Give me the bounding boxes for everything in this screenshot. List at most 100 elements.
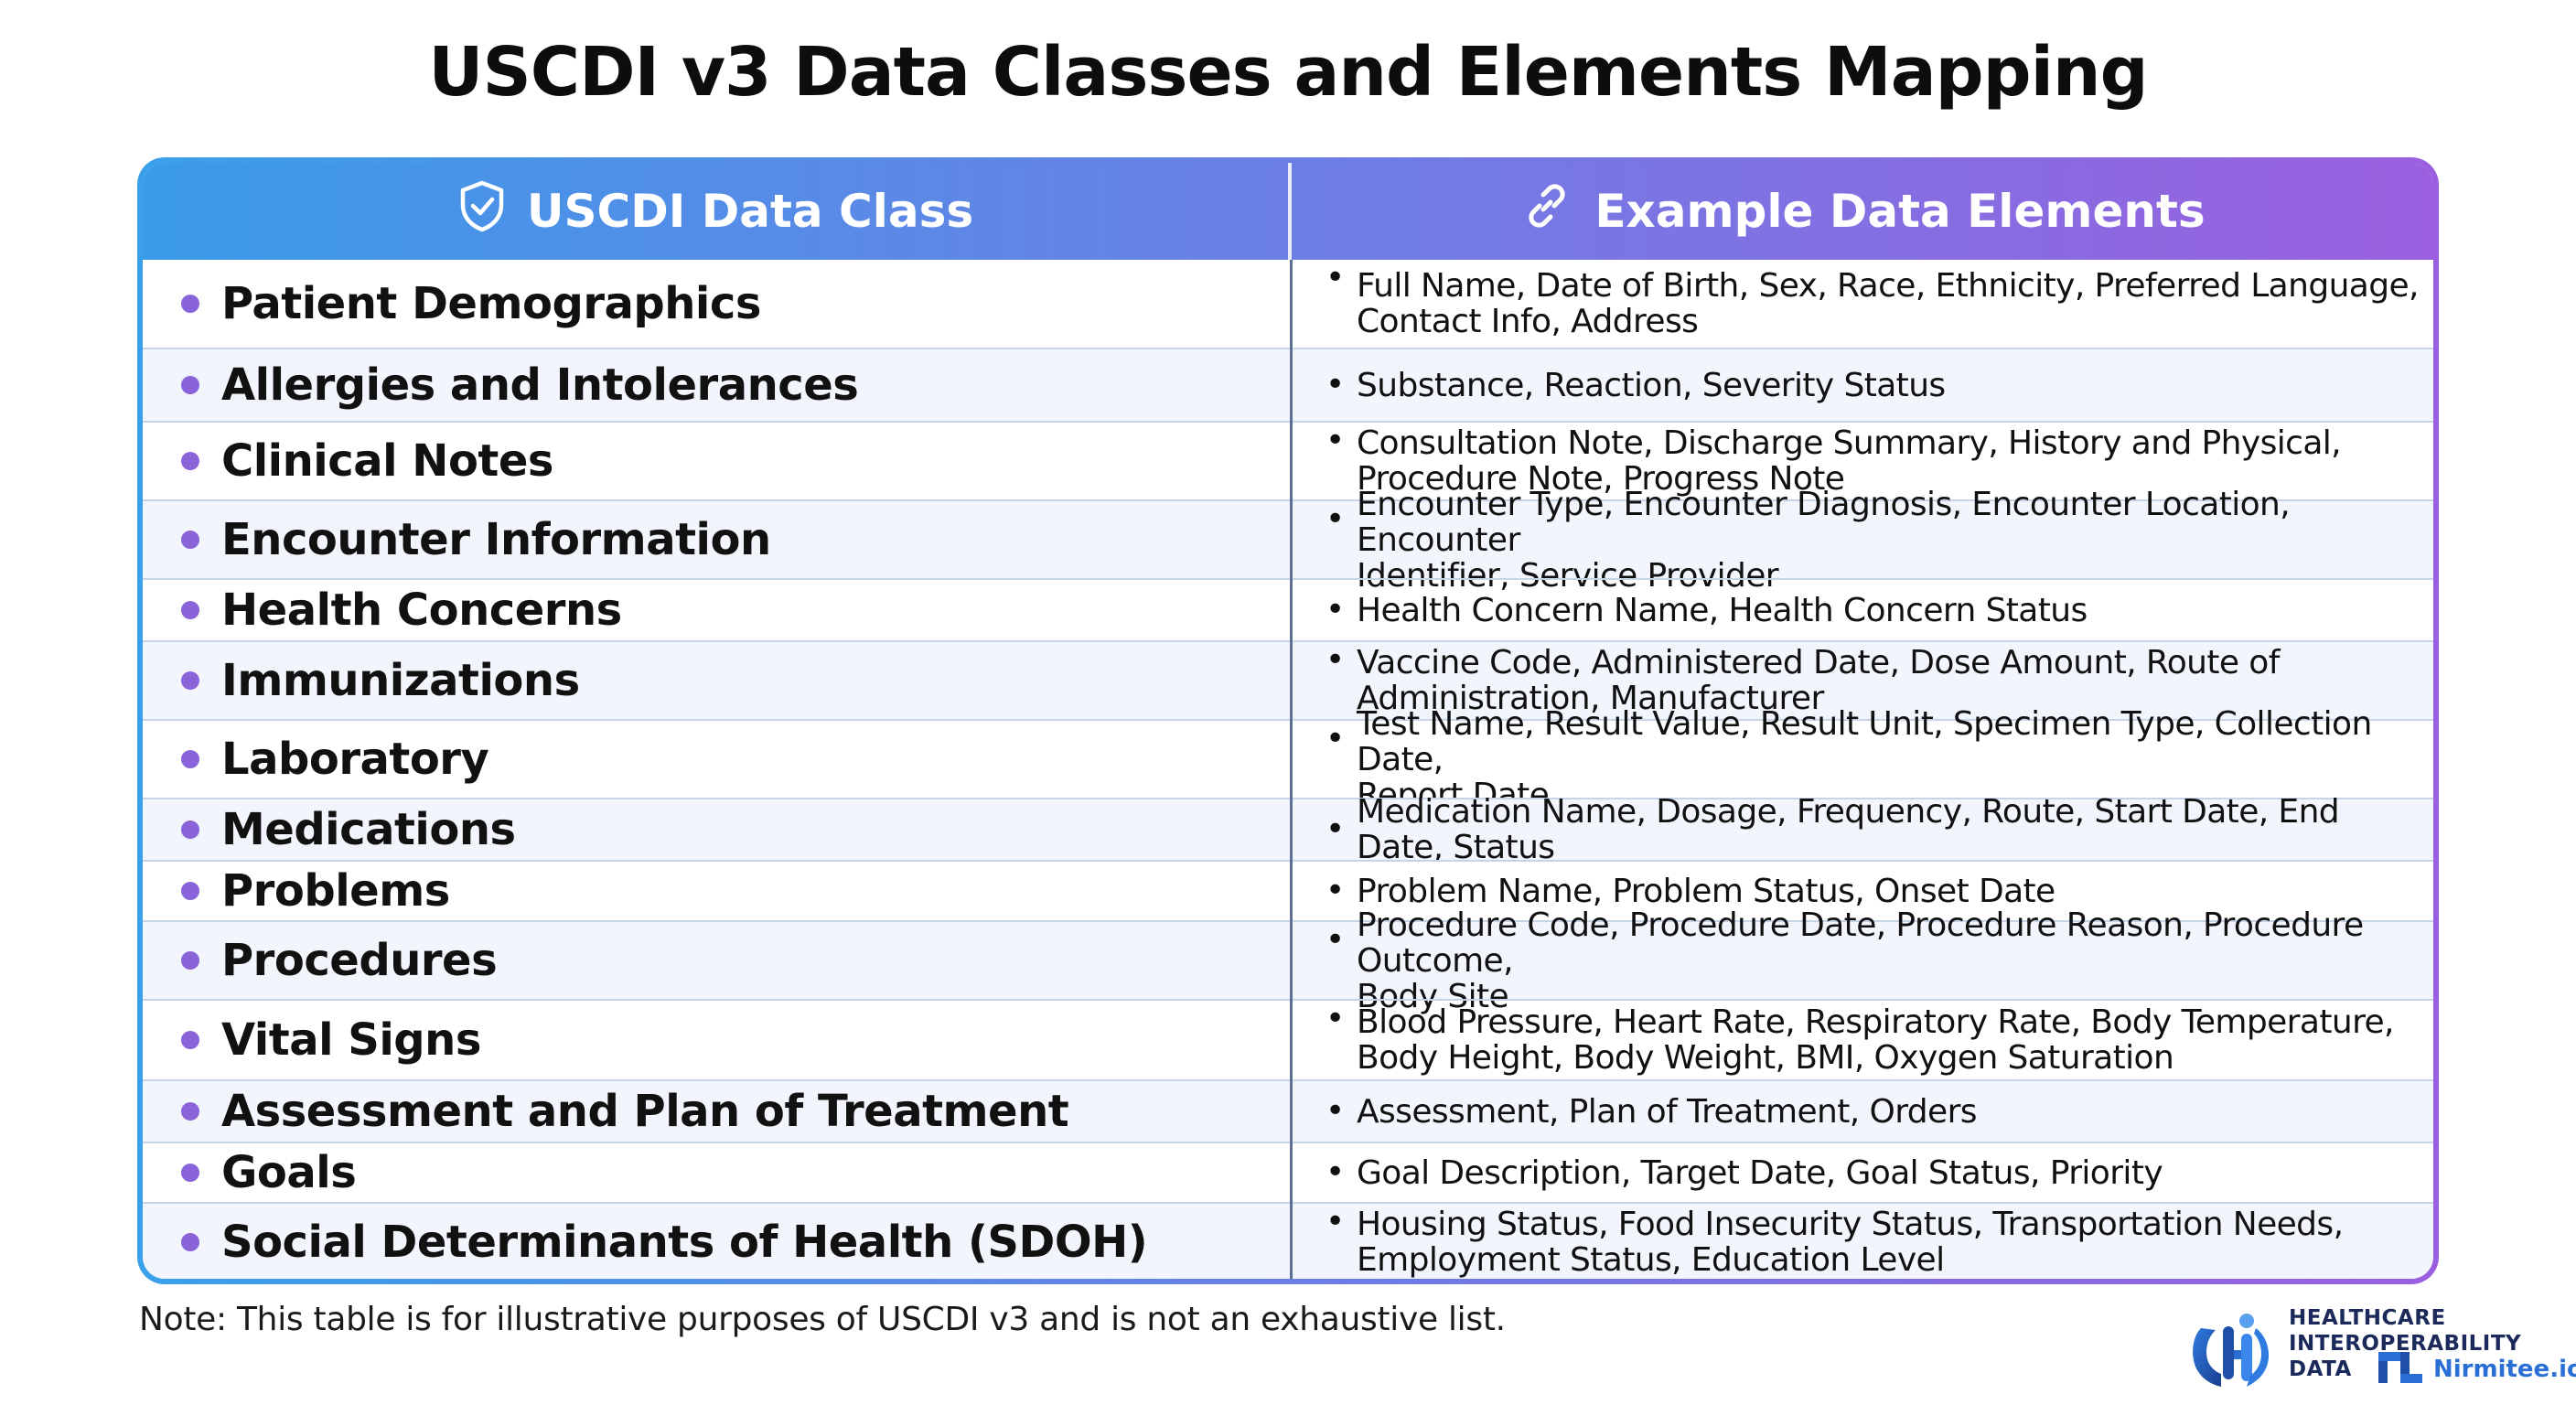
bullet-icon: [181, 376, 199, 394]
small-bullet-icon: •: [1326, 1092, 1346, 1130]
table-row: Social Determinants of Health (SDOH) • Hou…: [143, 1202, 2433, 1279]
data-class-cell: Medications: [143, 799, 1290, 860]
bullet-icon: [181, 601, 199, 619]
logo-line-3: DATA: [2289, 1357, 2352, 1381]
data-elements-line: Body Site: [1357, 977, 1509, 1015]
column-divider: [1290, 260, 1293, 1279]
data-elements-cell: • Health Concern Name, Health Concern Sta…: [1293, 580, 2433, 640]
bullet-icon: [181, 882, 199, 900]
page-title: USCDI v3 Data Classes and Elements Mappi…: [428, 33, 2148, 112]
link-icon: [1519, 178, 1594, 244]
bullet-icon: [181, 1164, 199, 1182]
table-row: Encounter Information • Encounter Type, En…: [143, 487, 2433, 594]
header-example-elements: Example Data Elements: [1292, 163, 2433, 260]
data-elements-text: Consultation Note, Discharge Summary, Hi…: [1357, 425, 2342, 498]
small-bullet-icon: •: [1326, 1000, 1346, 1037]
data-elements-line: Employment Status, Education Level: [1357, 1241, 1945, 1279]
data-elements-text: Full Name, Date of Birth, Sex, Race, Eth…: [1357, 267, 2420, 340]
table-row: Assessment and Plan of Treatment • Assessm…: [143, 1079, 2433, 1142]
table-row: Vital Signs • Blood Pressure, Heart Rate, …: [143, 999, 2433, 1079]
table-row: Medications • Medication Name, Dosage, Fre…: [143, 794, 2433, 865]
data-elements-cell: • Encounter Type, Encounter Diagnosis, En…: [1293, 487, 2433, 594]
data-elements-line: Problem Name, Problem Status, Onset Date: [1357, 872, 2055, 910]
data-elements-cell: • Full Name, Date of Birth, Sex, Race, Et…: [1293, 260, 2433, 348]
data-elements-text: Procedure Code, Procedure Date, Procedur…: [1357, 907, 2420, 1014]
bullet-icon: [181, 295, 199, 313]
bullet-icon: [181, 531, 199, 549]
small-bullet-icon: •: [1326, 720, 1346, 757]
logo-line-1: HEALTHCARE: [2289, 1306, 2446, 1330]
bullet-icon: [181, 750, 199, 768]
data-class-label: Procedures: [221, 935, 498, 986]
data-class-cell: Laboratory: [143, 721, 1290, 798]
data-elements-line: Procedure Code, Procedure Date, Procedur…: [1357, 906, 2364, 980]
bullet-icon: [181, 1233, 199, 1251]
data-class-cell: Clinical Notes: [143, 423, 1290, 499]
data-elements-cell: • Problem Name, Problem Status, Onset Dat…: [1293, 862, 2433, 920]
data-elements-cell: • Medication Name, Dosage, Frequency, Rou…: [1293, 794, 2433, 865]
data-elements-cell: • Consultation Note, Discharge Summary, H…: [1293, 423, 2433, 499]
small-bullet-icon: •: [1326, 422, 1346, 459]
table-row: Immunizations • Vaccine Code, Administered…: [143, 640, 2433, 719]
data-class-cell: Allergies and Intolerances: [143, 349, 1290, 421]
data-elements-cell: • Assessment, Plan of Treatment, Orders: [1293, 1081, 2433, 1142]
bullet-icon: [181, 1031, 199, 1049]
data-class-cell: Vital Signs: [143, 1001, 1290, 1079]
data-elements-line: Health Concern Name, Health Concern Stat…: [1357, 591, 2088, 629]
data-elements-line: Body Height, Body Weight, BMI, Oxygen Sa…: [1357, 1039, 2174, 1077]
table-row: Laboratory • Test Name, Result Value, Resu…: [143, 706, 2433, 813]
data-class-label: Patient Demographics: [221, 278, 761, 329]
data-elements-cell: • Test Name, Result Value, Result Unit, S…: [1293, 706, 2433, 813]
data-elements-line: Encounter Type, Encounter Diagnosis, Enc…: [1357, 485, 2291, 559]
small-bullet-icon: •: [1326, 872, 1346, 909]
table-row: Health Concerns • Health Concern Name, Hea…: [143, 578, 2433, 640]
data-class-cell: Health Concerns: [143, 580, 1290, 640]
data-elements-cell: • Blood Pressure, Heart Rate, Respiratory…: [1293, 1001, 2433, 1079]
data-elements-line: Assessment, Plan of Treatment, Orders: [1357, 1092, 1978, 1131]
data-class-label: Problems: [221, 865, 450, 917]
data-class-label: Immunizations: [221, 655, 580, 706]
data-elements-line: Procedure Note, Progress Note: [1357, 460, 1845, 498]
small-bullet-icon: •: [1326, 641, 1346, 679]
small-bullet-icon: •: [1326, 500, 1346, 538]
table-row: Patient Demographics • Full Name, Date of …: [143, 260, 2433, 348]
bullet-icon: [181, 820, 199, 839]
data-elements-cell: • Goal Description, Target Date, Goal Sta…: [1293, 1143, 2433, 1202]
data-class-label: Assessment and Plan of Treatment: [221, 1086, 1069, 1137]
logo-line-2: INTEROPERABILITY: [2289, 1332, 2522, 1356]
data-class-label: Allergies and Intolerances: [221, 359, 859, 411]
bullet-icon: [181, 671, 199, 690]
small-bullet-icon: •: [1326, 1153, 1346, 1191]
data-class-cell: Assessment and Plan of Treatment: [143, 1081, 1290, 1142]
header-data-class: USCDI Data Class: [143, 163, 1288, 260]
data-elements-line: Contact Info, Address: [1357, 303, 1699, 340]
bullet-icon: [181, 452, 199, 470]
data-elements-line: Full Name, Date of Birth, Sex, Race, Eth…: [1357, 267, 2420, 305]
data-class-cell: Problems: [143, 862, 1290, 920]
data-class-label: Encounter Information: [221, 514, 771, 565]
table-row: Clinical Notes • Consultation Note, Discha…: [143, 421, 2433, 499]
data-elements-line: Test Name, Result Value, Result Unit, Sp…: [1357, 704, 2372, 778]
hi-monogram-icon: [2184, 1310, 2280, 1398]
header-divider: [1288, 163, 1292, 260]
small-bullet-icon: •: [1326, 921, 1346, 959]
bullet-icon: [181, 951, 199, 970]
data-elements-line: Goal Description, Target Date, Goal Stat…: [1357, 1153, 2163, 1192]
data-class-label: Clinical Notes: [221, 435, 553, 487]
shield-check-icon: [457, 179, 527, 243]
small-bullet-icon: •: [1326, 1203, 1346, 1240]
table-row: Procedures • Procedure Code, Procedure Dat…: [143, 907, 2433, 1014]
data-class-label: Social Determinants of Health (SDOH): [221, 1217, 1148, 1268]
data-class-label: Medications: [221, 804, 516, 855]
healthcare-interoperability-logo: HEALTHCARE INTEROPERABILITY DATA Nirmite…: [2184, 1306, 2576, 1398]
data-elements-cell: • Procedure Code, Procedure Date, Procedu…: [1293, 907, 2433, 1014]
small-bullet-icon: •: [1326, 259, 1346, 296]
data-class-label: Health Concerns: [221, 585, 622, 636]
data-class-label: Vital Signs: [221, 1014, 481, 1066]
data-elements-cell: • Substance, Reaction, Severity Status: [1293, 349, 2433, 421]
data-elements-cell: • Housing Status, Food Insecurity Status,…: [1293, 1203, 2433, 1279]
data-class-cell: Immunizations: [143, 642, 1290, 719]
data-elements-text: Health Concern Name, Health Concern Stat…: [1357, 593, 2088, 628]
table-row: Problems • Problem Name, Problem Status, O…: [143, 860, 2433, 920]
header-example-elements-label: Example Data Elements: [1594, 185, 2206, 238]
